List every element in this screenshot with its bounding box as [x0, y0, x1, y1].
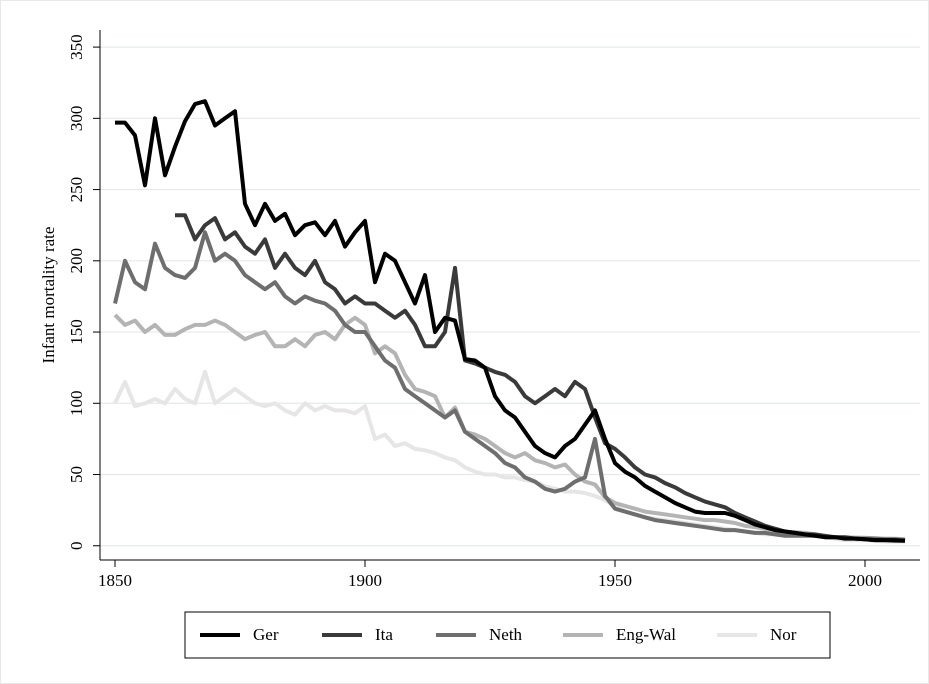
legend-label: Ita — [375, 625, 393, 644]
y-tick-label: 350 — [67, 34, 86, 60]
x-tick-label: 2000 — [848, 571, 882, 590]
x-tick-label: 1950 — [598, 571, 632, 590]
legend-label: Eng-Wal — [616, 625, 676, 644]
legend-label: Nor — [770, 625, 797, 644]
y-tick-label: 300 — [67, 106, 86, 132]
y-tick-label: 0 — [67, 542, 86, 551]
legend-label: Neth — [489, 625, 523, 644]
y-tick-label: 100 — [67, 391, 86, 417]
y-tick-label: 150 — [67, 319, 86, 345]
y-axis-label: Infant mortality rate — [39, 227, 58, 364]
x-tick-label: 1850 — [98, 571, 132, 590]
y-tick-label: 250 — [67, 177, 86, 203]
y-tick-label: 50 — [67, 466, 86, 483]
line-series — [115, 99, 906, 543]
line-series — [113, 230, 906, 543]
x-tick-label: 1900 — [348, 571, 382, 590]
legend-label: Ger — [253, 625, 279, 644]
y-tick-label: 200 — [67, 248, 86, 274]
